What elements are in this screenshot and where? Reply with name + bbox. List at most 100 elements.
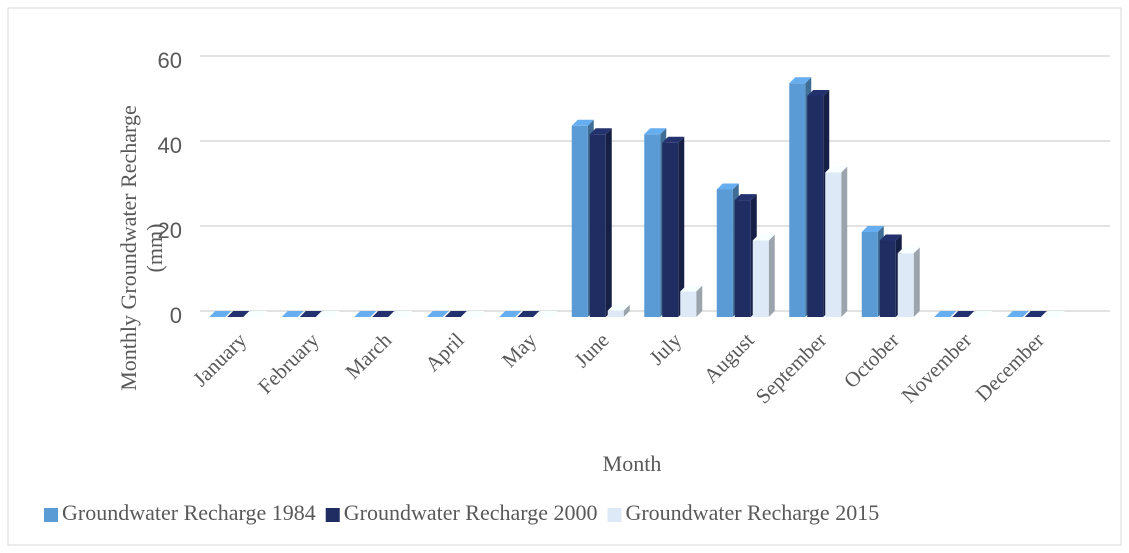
bar-front (825, 172, 842, 317)
bar (535, 311, 558, 317)
bar (752, 234, 775, 317)
bar-front (680, 291, 697, 317)
bar-side (605, 128, 612, 317)
bar-top (752, 234, 775, 241)
bar-top (807, 90, 830, 96)
y-axis-title: Monthly Groundwater Recharge (mm) (116, 105, 167, 391)
bar-top (1042, 311, 1065, 317)
x-tick-label: November (897, 328, 977, 408)
bar-side (678, 136, 685, 317)
legend-label: Groundwater Recharge 1984 (62, 500, 316, 525)
x-tick-label: September (751, 328, 831, 408)
bar-front (607, 310, 624, 317)
bar-top (589, 128, 612, 135)
bar (680, 285, 703, 317)
bar-top (934, 311, 957, 317)
legend-swatch (325, 508, 340, 522)
bar-top (1024, 311, 1047, 317)
bar (317, 311, 340, 317)
bar (952, 311, 975, 317)
bar (209, 311, 232, 317)
bar-top (716, 183, 739, 190)
bar-front (897, 253, 914, 317)
x-tick-label: February (253, 328, 324, 399)
bar-front (589, 134, 606, 317)
bar-front (662, 142, 679, 317)
x-tick-label: March (340, 328, 396, 384)
bar-front (789, 83, 806, 317)
bar (444, 311, 467, 317)
bar-top (499, 311, 522, 317)
bar-top (372, 311, 395, 317)
x-tick-label: July (644, 328, 686, 370)
bar-front (571, 125, 588, 317)
bar-top (462, 311, 485, 317)
bar (517, 311, 540, 317)
bar-side (841, 166, 848, 317)
y-tick-label: 40 (158, 133, 182, 158)
bar (970, 311, 993, 317)
bar-top (354, 311, 377, 317)
y-tick-label: 0 (170, 303, 182, 328)
bar-top (245, 311, 268, 317)
bar (1006, 311, 1029, 317)
bar (299, 311, 322, 317)
y-tick-label: 60 (158, 48, 182, 73)
bar-top (390, 311, 413, 317)
bar-top (680, 285, 703, 292)
bar (607, 304, 630, 317)
bar-side (623, 304, 630, 317)
bar-top (644, 128, 667, 135)
x-tick-label: October (839, 328, 904, 393)
x-tick-label: December (971, 328, 1049, 406)
legend-swatch (44, 508, 58, 522)
y-tick-label: 20 (158, 218, 182, 243)
bar (1024, 311, 1047, 317)
bar-front (752, 240, 769, 317)
bar (897, 247, 920, 317)
bar (390, 311, 413, 317)
bar (462, 311, 485, 317)
bar-top (734, 194, 757, 201)
bar (934, 311, 957, 317)
legend-label: Groundwater Recharge 2000 (344, 500, 598, 525)
bar-side (696, 285, 703, 317)
bar (227, 311, 250, 317)
bar-front (861, 232, 878, 317)
bar-top (970, 311, 993, 317)
x-tick-label: June (569, 328, 613, 372)
bar-top (607, 304, 630, 311)
bar-front (644, 134, 661, 317)
bar-front (734, 200, 751, 317)
bar-top (227, 311, 250, 317)
bar (245, 311, 268, 317)
bar-top (952, 311, 975, 317)
bar-top (444, 311, 467, 317)
bar-top (662, 136, 685, 143)
x-tick-label: May (497, 328, 542, 373)
x-tick-label: August (699, 328, 759, 388)
bar-top (879, 234, 902, 241)
bar-top (897, 247, 920, 254)
x-tick-label: January (188, 328, 252, 392)
bar-top (426, 311, 449, 317)
bar (499, 311, 522, 317)
bar-front (716, 189, 733, 317)
bar (589, 128, 612, 317)
bar-front (879, 240, 896, 317)
bar-top (825, 166, 848, 173)
bar (372, 311, 395, 317)
x-axis-title: Month (603, 451, 662, 476)
bar-top (1006, 311, 1029, 317)
bar-top (861, 226, 884, 232)
bar-top (535, 311, 558, 317)
bar-side (913, 247, 920, 317)
bar (354, 311, 377, 317)
bar (281, 311, 304, 317)
bar-front (807, 96, 824, 317)
bar-top (317, 311, 340, 317)
bar-side (768, 234, 775, 317)
bar-top (789, 77, 812, 84)
